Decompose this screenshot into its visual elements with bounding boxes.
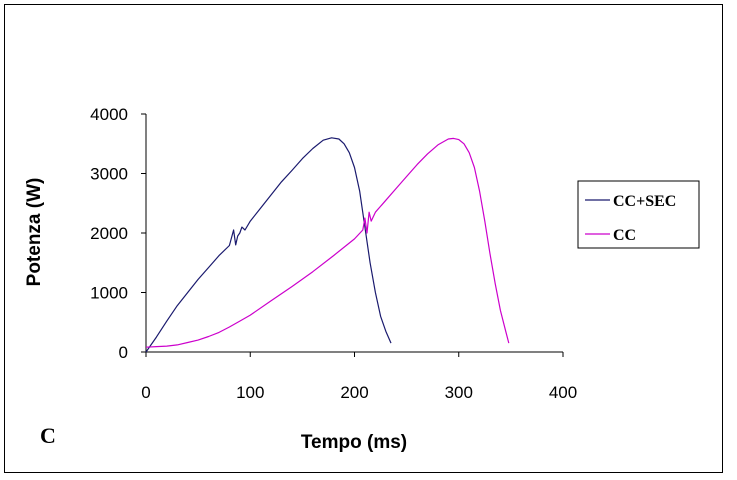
legend-label-cc-sec: CC+SEC xyxy=(613,193,676,210)
y-tick-label: 2000 xyxy=(90,224,128,243)
x-tick-label: 200 xyxy=(340,383,368,402)
legend-box xyxy=(577,180,700,249)
series-line-cc xyxy=(145,137,510,348)
y-tick-label: 0 xyxy=(119,343,128,362)
panel-label: C xyxy=(40,423,56,448)
legend-label-cc: CC xyxy=(613,227,636,244)
series-line-cc-sec xyxy=(145,137,392,353)
axes xyxy=(141,113,564,357)
x-tick-label: 400 xyxy=(549,383,577,402)
y-tick-label: 1000 xyxy=(90,284,128,303)
x-tick-label: 0 xyxy=(141,383,150,402)
y-tick-label: 4000 xyxy=(90,105,128,124)
y-tick-label: 3000 xyxy=(90,165,128,184)
plot-area xyxy=(145,137,510,353)
tick-labels: 0 1000 2000 3000 4000 0 100 200 300 400 xyxy=(90,105,577,402)
x-tick-label: 100 xyxy=(236,383,264,402)
x-axis-title: Tempo (ms) xyxy=(301,432,407,453)
legend: CC+SEC CC xyxy=(577,180,700,249)
x-tick-label: 300 xyxy=(445,383,473,402)
y-axis-title: Potenza (W) xyxy=(24,178,45,287)
